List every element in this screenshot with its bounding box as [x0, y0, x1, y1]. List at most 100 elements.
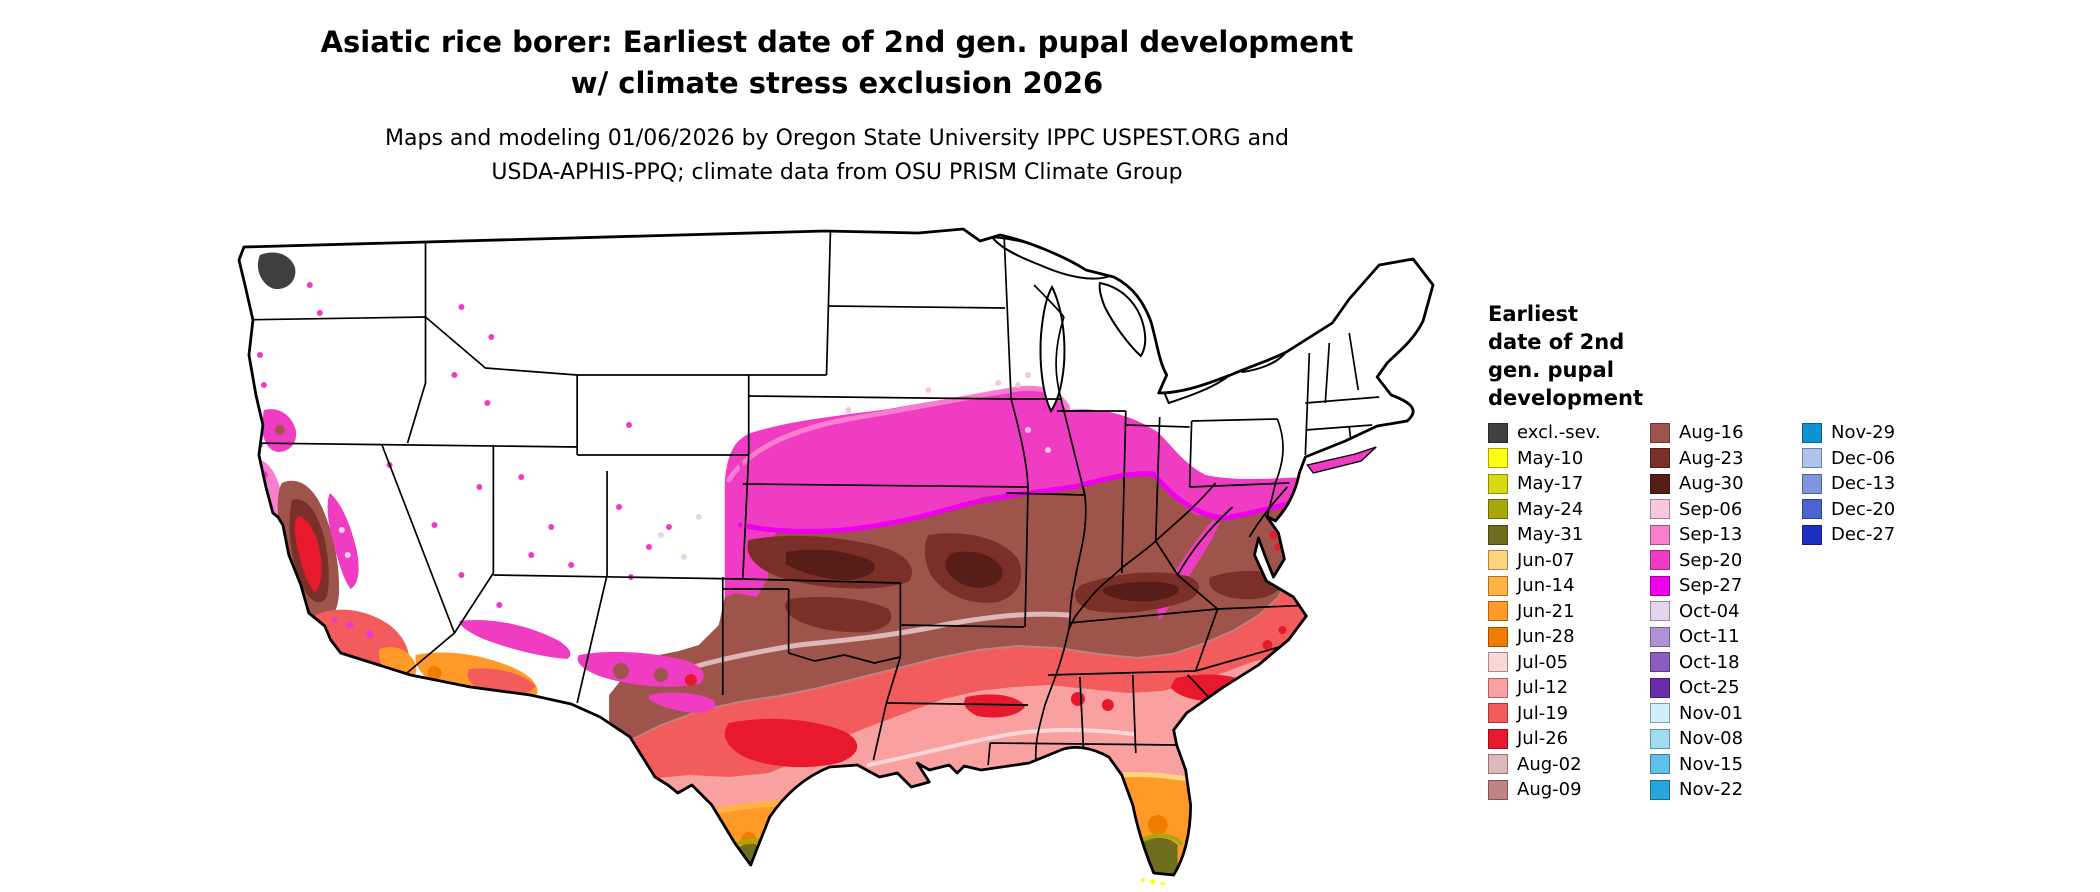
legend-swatch: [1650, 448, 1670, 469]
legend-swatch: [1650, 703, 1670, 724]
legend-entry: Nov-01: [1650, 701, 1744, 727]
legend-entry: Oct-25: [1650, 675, 1744, 701]
legend-label: excl.-sev.: [1517, 422, 1601, 444]
legend-swatch: [1650, 652, 1670, 673]
legend-entry: Sep-20: [1650, 548, 1744, 574]
legend-label: Sep-27: [1679, 575, 1743, 597]
legend-label: Nov-29: [1831, 422, 1896, 444]
legend-swatch: [1488, 473, 1508, 494]
legend-label: Oct-04: [1679, 600, 1740, 622]
legend-label: Aug-23: [1679, 447, 1744, 469]
florida-keys-speck: [1160, 881, 1166, 885]
legend-label: Sep-20: [1679, 549, 1743, 571]
legend-label: Oct-25: [1679, 677, 1740, 699]
legend-swatch: [1488, 754, 1508, 775]
legend-label: Aug-30: [1679, 473, 1744, 495]
legend-label: Jul-19: [1517, 702, 1569, 724]
legend-swatch: [1650, 779, 1670, 800]
legend-entry: Jun-21: [1488, 599, 1601, 625]
legend-label: Aug-09: [1517, 779, 1582, 801]
legend-swatch: [1650, 677, 1670, 698]
legend-entry: May-31: [1488, 522, 1601, 548]
florida-keys-speck: [1140, 878, 1145, 882]
legend-entry: Jul-19: [1488, 701, 1601, 727]
legend-label: Aug-02: [1517, 753, 1582, 775]
legend-swatch: [1488, 626, 1508, 647]
legend-swatch: [1802, 473, 1822, 494]
map-subtitle: Maps and modeling 01/06/2026 by Oregon S…: [137, 122, 1537, 190]
legend-swatch: [1488, 422, 1508, 443]
legend-label: Dec-13: [1831, 473, 1896, 495]
legend-swatch: [1802, 499, 1822, 520]
legend-swatch: [1650, 626, 1670, 647]
legend-column-1: excl.-sev. May-10 May-17 May-24 May-31 Jun-07…: [1488, 420, 1601, 803]
legend-swatch: [1488, 550, 1508, 571]
map-title-line2: w/ climate stress exclusion 2026: [570, 66, 1104, 100]
legend-label: May-24: [1517, 498, 1584, 520]
legend-label: Jul-26: [1517, 728, 1569, 750]
legend-swatch: [1488, 703, 1508, 724]
legend-label: Jun-28: [1517, 626, 1575, 648]
lake-michigan: [1039, 284, 1066, 413]
legend-label: Aug-16: [1679, 422, 1744, 444]
legend-entry: Jul-26: [1488, 726, 1601, 752]
map-title-line1: Asiatic rice borer: Earliest date of 2nd…: [320, 25, 1354, 59]
legend-label: Jun-21: [1517, 600, 1575, 622]
legend-swatch: [1650, 601, 1670, 622]
legend-label: Oct-11: [1679, 626, 1740, 648]
legend-entry: Sep-06: [1650, 497, 1744, 523]
legend-swatch: [1488, 652, 1508, 673]
legend-swatch: [1488, 524, 1508, 545]
legend-label: Nov-08: [1679, 728, 1744, 750]
legend-entry: Jul-12: [1488, 675, 1601, 701]
us-choropleth-map: [237, 227, 1435, 885]
legend-label: Nov-22: [1679, 779, 1744, 801]
legend-swatch: [1650, 754, 1670, 775]
legend-entry: Dec-06: [1802, 446, 1895, 472]
legend-swatch: [1650, 473, 1670, 494]
legend-swatch: [1650, 728, 1670, 749]
legend-swatch: [1802, 524, 1822, 545]
legend-swatch: [1650, 524, 1670, 545]
legend-swatch: [1650, 422, 1670, 443]
legend-swatch: [1488, 728, 1508, 749]
legend-label: Nov-01: [1679, 702, 1744, 724]
legend-label: May-10: [1517, 447, 1584, 469]
legend-entry: Nov-22: [1650, 777, 1744, 803]
legend-entry: Nov-08: [1650, 726, 1744, 752]
legend-label: May-17: [1517, 473, 1584, 495]
legend-swatch: [1488, 448, 1508, 469]
legend-entry: Dec-13: [1802, 471, 1895, 497]
legend-label: Jul-05: [1517, 651, 1569, 673]
map-title: Asiatic rice borer: Earliest date of 2nd…: [137, 22, 1537, 104]
legend-label: Dec-06: [1831, 447, 1896, 469]
legend-entry: Dec-20: [1802, 497, 1895, 523]
legend-label: Jun-14: [1517, 575, 1575, 597]
legend-swatch: [1650, 499, 1670, 520]
lake-huron: [1098, 281, 1147, 358]
map-subtitle-line2: USDA-APHIS-PPQ; climate data from OSU PR…: [491, 160, 1183, 185]
legend-title: Earliest date of 2nd gen. pupal developm…: [1488, 302, 1643, 410]
legend-entry: May-17: [1488, 471, 1601, 497]
legend-column-3: Nov-29 Dec-06 Dec-13 Dec-20 Dec-27: [1802, 420, 1895, 548]
legend-entry: Sep-13: [1650, 522, 1744, 548]
legend-entry: Jun-14: [1488, 573, 1601, 599]
legend-swatch: [1488, 779, 1508, 800]
legend-entry: May-24: [1488, 497, 1601, 523]
state-borders: [238, 229, 1380, 771]
legend-label: Dec-27: [1831, 524, 1896, 546]
legend-entry: Jun-28: [1488, 624, 1601, 650]
legend-swatch: [1650, 550, 1670, 571]
legend-entry: Aug-23: [1650, 446, 1744, 472]
legend-entry: Oct-11: [1650, 624, 1744, 650]
legend-entry: Nov-15: [1650, 752, 1744, 778]
legend-label: Oct-18: [1679, 651, 1740, 673]
legend-label: Dec-20: [1831, 498, 1896, 520]
map-subtitle-line1: Maps and modeling 01/06/2026 by Oregon S…: [385, 126, 1289, 151]
legend-entry: Oct-18: [1650, 650, 1744, 676]
legend-swatch: [1650, 575, 1670, 596]
legend-entry: excl.-sev.: [1488, 420, 1601, 446]
legend-swatch: [1488, 677, 1508, 698]
legend-label: May-31: [1517, 524, 1584, 546]
